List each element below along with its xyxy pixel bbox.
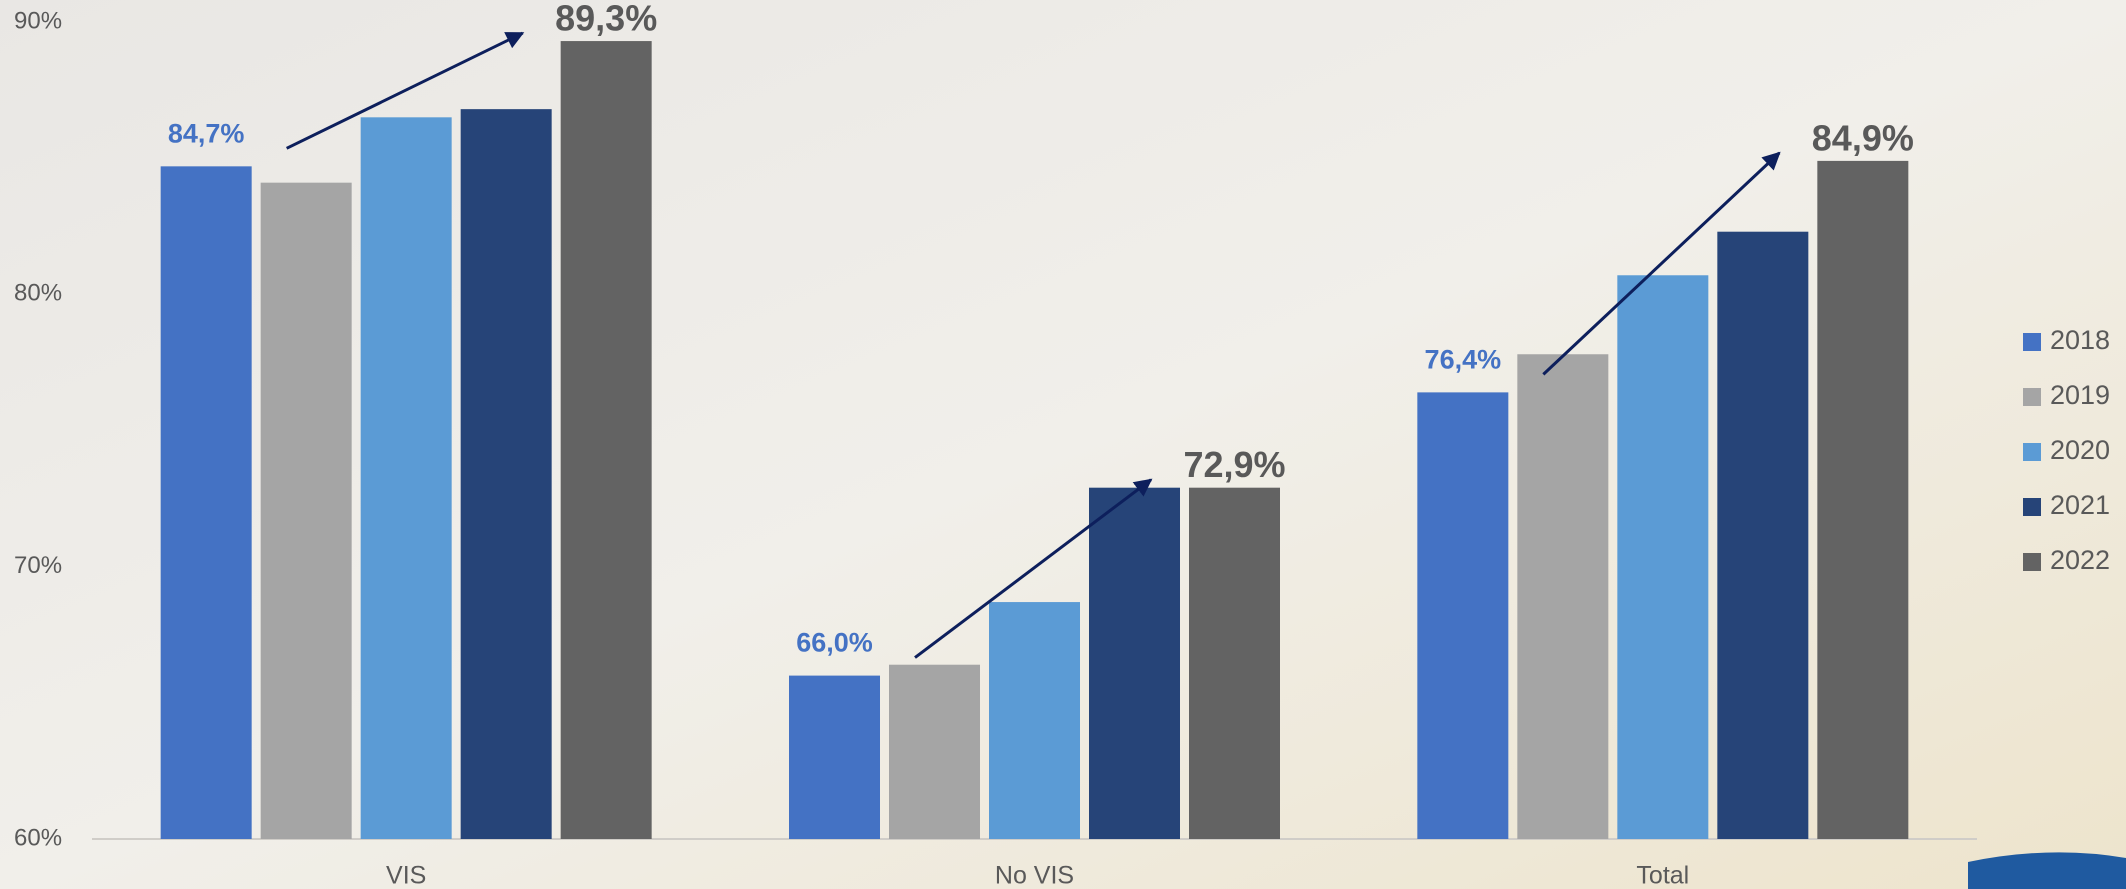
bar xyxy=(1717,231,1809,840)
legend-label: 2020 xyxy=(2050,435,2110,465)
y-tick-label: 70% xyxy=(14,552,62,579)
bar xyxy=(1617,275,1709,839)
legend-label: 2021 xyxy=(2050,490,2110,520)
bar xyxy=(889,664,980,839)
bar xyxy=(1517,354,1609,839)
y-tick-label: 60% xyxy=(14,824,62,851)
bar xyxy=(789,675,880,839)
legend-swatch xyxy=(2023,443,2041,461)
legend-label: 2022 xyxy=(2050,545,2110,575)
legend-label: 2019 xyxy=(2050,380,2110,410)
y-tick-label: 90% xyxy=(14,7,62,34)
bar xyxy=(1189,487,1280,839)
x-tick-label: VIS xyxy=(386,862,426,889)
legend-swatch xyxy=(2023,333,2041,351)
data-label: 89,3% xyxy=(555,0,657,39)
bar xyxy=(1417,392,1509,839)
data-label: 84,7% xyxy=(168,118,245,148)
legend-label: 2018 xyxy=(2050,325,2110,355)
trend-arrow xyxy=(1542,151,1781,376)
bar xyxy=(1089,487,1180,839)
legend-swatch xyxy=(2023,553,2041,571)
data-label: 76,4% xyxy=(1425,344,1502,374)
bar xyxy=(360,117,452,840)
legend-swatch xyxy=(2023,498,2041,516)
bar xyxy=(460,109,552,839)
logo xyxy=(1968,852,2126,889)
data-label: 72,9% xyxy=(1183,444,1285,485)
data-label: 66,0% xyxy=(796,628,873,658)
bar xyxy=(1817,160,1909,839)
y-tick-label: 80% xyxy=(14,280,62,307)
trend-arrow xyxy=(286,31,525,150)
bar xyxy=(989,602,1080,839)
trend-arrow xyxy=(914,478,1153,659)
data-label: 84,9% xyxy=(1812,117,1914,158)
bar xyxy=(560,41,652,839)
x-tick-label: No VIS xyxy=(995,862,1074,889)
x-tick-label: Total xyxy=(1636,862,1689,889)
legend-swatch xyxy=(2023,388,2041,406)
bar xyxy=(160,166,252,839)
bar xyxy=(260,182,352,840)
